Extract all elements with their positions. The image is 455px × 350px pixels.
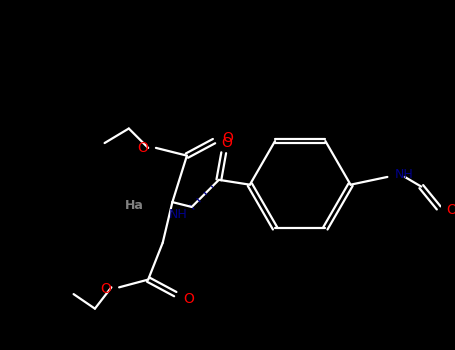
Text: O: O bbox=[446, 203, 455, 217]
Text: Ha: Ha bbox=[125, 198, 143, 211]
Text: NH: NH bbox=[395, 168, 414, 182]
Text: O: O bbox=[137, 141, 148, 155]
Text: O: O bbox=[183, 292, 194, 306]
Text: O: O bbox=[222, 131, 233, 145]
Text: NH: NH bbox=[169, 208, 188, 221]
Text: O: O bbox=[101, 282, 111, 296]
Text: O: O bbox=[221, 136, 232, 150]
